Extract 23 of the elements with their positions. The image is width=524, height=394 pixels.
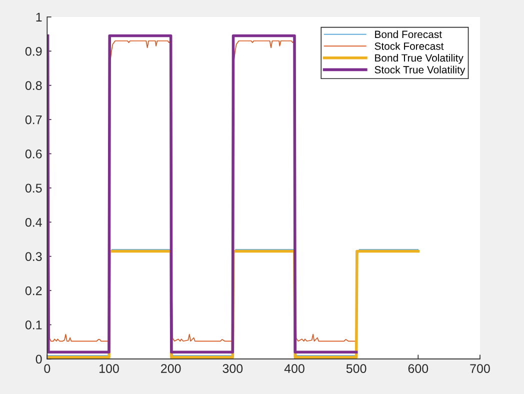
x-tick-label: 0 — [44, 364, 50, 373]
x-tick-label: 200 — [161, 364, 181, 373]
y-tick-label: 0.8 — [25, 81, 42, 90]
x-tick-label: 600 — [408, 364, 428, 373]
y-tick-label: 0.6 — [25, 150, 42, 158]
y-tick-label: 0.4 — [25, 218, 42, 227]
legend-label: Stock Forecast — [374, 42, 444, 50]
x-tick-label: 300 — [222, 364, 243, 373]
y-tick-label: 1 — [36, 12, 42, 22]
y-tick-label: 0.3 — [25, 252, 42, 261]
y-tick-label: 0.7 — [25, 115, 42, 124]
legend-label: Bond Forecast — [375, 30, 442, 38]
y-tick-label: 0.1 — [25, 320, 42, 330]
y-tick-label: 0.2 — [25, 286, 42, 296]
legend-label: Stock True Volatility — [374, 66, 466, 76]
legend-label: Bond True Volatility — [375, 54, 464, 64]
x-tick-label: 400 — [284, 364, 304, 373]
y-tick-label: 0 — [36, 354, 42, 364]
x-tick-label: 500 — [346, 364, 366, 373]
y-tick-label: 0.9 — [25, 46, 42, 56]
x-tick-label: 100 — [100, 364, 119, 373]
x-tick-label: 700 — [470, 364, 490, 373]
y-tick-label: 0.5 — [25, 184, 42, 193]
